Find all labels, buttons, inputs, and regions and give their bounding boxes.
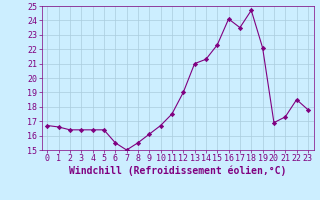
X-axis label: Windchill (Refroidissement éolien,°C): Windchill (Refroidissement éolien,°C) — [69, 166, 286, 176]
